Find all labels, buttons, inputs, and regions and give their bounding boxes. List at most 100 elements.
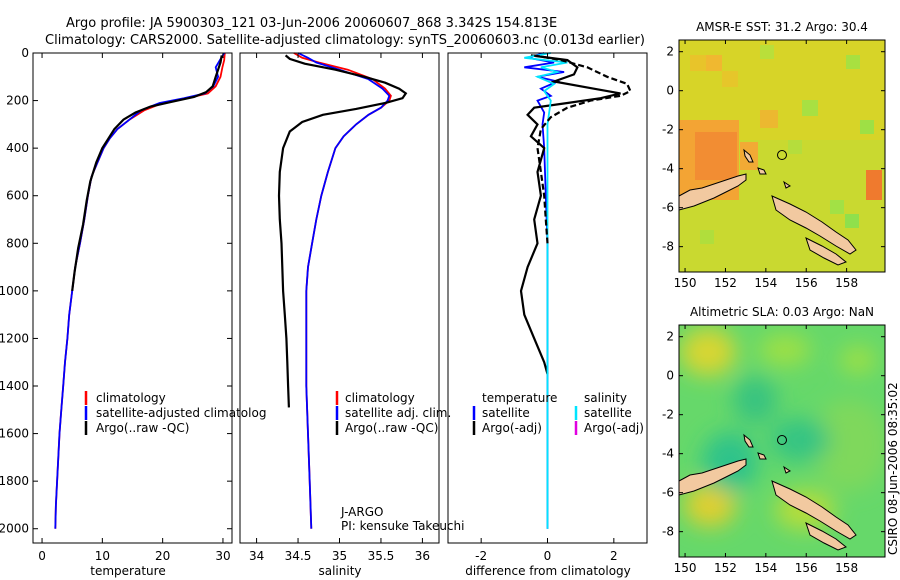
bougainville-land <box>771 195 857 255</box>
sla-coastlines <box>679 433 857 551</box>
island-outlines <box>743 148 791 189</box>
lon-tick-label: 158 <box>835 276 858 290</box>
lon-tick-label: 150 <box>674 276 697 290</box>
x-tick-label: 0 <box>544 549 552 563</box>
x-tick-label: -2 <box>475 549 487 563</box>
timestamp-stamp: CSIRO 08-Jun-2006 08:35:02 <box>886 382 900 555</box>
x-tick-label: 34.5 <box>285 549 312 563</box>
legend-label-climatology: climatology <box>96 391 166 405</box>
legend-label-satellite: satellite adj. clim. <box>345 406 451 420</box>
lat-tick-label: -4 <box>662 162 674 176</box>
y-tick-label: 200 <box>6 94 29 108</box>
lon-tick-label: 156 <box>795 561 818 575</box>
lon-tick-label: 150 <box>674 561 697 575</box>
temperature-series-line <box>54 52 225 529</box>
sla-lat-ticks: 2 0 -2 -4 -6 -8 <box>662 330 885 539</box>
sst-map-panel: AMSR-E SST: 31.2 Argo: 30.4 <box>662 20 886 290</box>
temperature-x-ticks: 0 10 20 30 <box>38 53 231 563</box>
legend-label-satellite: satellite-adjusted climatolog <box>96 406 266 420</box>
salinity-x-ticks: 34 34.5 35 35.5 36 <box>249 53 430 563</box>
figure-title-line2: Climatology: CARS2000. Satellite-adjuste… <box>45 33 645 48</box>
salinity-xlabel: salinity <box>318 564 361 578</box>
lon-tick-label: 154 <box>754 276 777 290</box>
difference-series-line <box>519 54 621 375</box>
sst-map-frame <box>678 39 886 273</box>
lon-tick-label: 154 <box>754 561 777 575</box>
solomon-land <box>805 237 847 266</box>
lat-tick-label: 0 <box>666 369 674 383</box>
legend-label-sal-satellite: satellite <box>584 406 632 420</box>
legend-label-sal-argo: Argo(-adj) <box>584 421 644 435</box>
lat-tick-label: -2 <box>662 408 674 422</box>
lat-tick-label: -2 <box>662 123 674 137</box>
difference-x-ticks: -2 0 2 <box>475 53 618 563</box>
solomon-land <box>805 522 847 551</box>
x-tick-label: 2 <box>610 549 618 563</box>
island-outlines <box>743 433 791 474</box>
salinity-panel: 34 34.5 35 35.5 36 salinity climatology sate… <box>239 52 464 578</box>
lon-tick-label: 156 <box>795 276 818 290</box>
legend-label-temp-argo: Argo(-adj) <box>482 421 542 435</box>
sla-map-title: Altimetric SLA: 0.03 Argo: NaN <box>690 305 874 319</box>
sst-field <box>679 40 885 272</box>
temperature-series <box>54 52 226 529</box>
x-tick-label: 30 <box>215 549 230 563</box>
y-tick-label: 1000 <box>0 284 29 298</box>
y-tick-label: 1200 <box>0 331 29 345</box>
lat-tick-label: 2 <box>666 45 674 59</box>
lon-tick-label: 158 <box>835 561 858 575</box>
legend-label-argo: Argo(..raw -QC) <box>96 421 189 435</box>
legend-heading-salinity: salinity <box>584 391 627 405</box>
difference-legend: temperature satellite Argo(-adj) salinit… <box>472 391 644 435</box>
y-tick-label: 0 <box>21 46 29 60</box>
temperature-legend: climatology satellite-adjusted climatolo… <box>84 391 266 435</box>
lon-tick-label: 152 <box>714 276 737 290</box>
new-guinea-land <box>679 458 747 496</box>
sst-lon-ticks: 150 152 154 156 158 <box>674 40 858 290</box>
y-tick-label: 600 <box>6 189 29 203</box>
sst-coastlines <box>679 148 857 266</box>
argo-location-marker <box>777 435 787 446</box>
pi-label: PI: kensuke Takeuchi <box>341 519 464 533</box>
x-tick-label: 35 <box>332 549 347 563</box>
temperature-series-line <box>54 52 226 529</box>
sla-map-frame <box>678 324 886 558</box>
sla-lon-ticks: 150 152 154 156 158 <box>674 325 858 575</box>
legend-heading-temperature: temperature <box>482 391 557 405</box>
depth-y-ticks: 0 200 400 600 800 1000 1200 1400 1600 1800 2000 <box>0 46 232 536</box>
lat-tick-label: -8 <box>662 240 674 254</box>
salinity-series-line <box>297 52 391 529</box>
temperature-panel: 0 10 20 30 0 200 400 600 800 1000 1200 1400 1600 180… <box>0 46 266 578</box>
difference-series <box>519 52 632 529</box>
y-tick-label: 800 <box>6 236 29 250</box>
difference-xlabel: difference from climatology <box>465 564 631 578</box>
legend-label-argo: Argo(..raw -QC) <box>345 421 438 435</box>
x-tick-label: 10 <box>95 549 110 563</box>
y-tick-label: 400 <box>6 141 29 155</box>
difference-series-line <box>524 52 568 529</box>
sla-map-panel: Altimetric SLA: 0.03 Argo: NaN 150 15 <box>662 305 886 575</box>
lat-tick-label: -6 <box>662 201 674 215</box>
y-tick-label: 2000 <box>0 522 29 536</box>
temperature-xlabel: temperature <box>90 564 165 578</box>
figure-title-line1: Argo profile: JA 5900303_121 03-Jun-2006… <box>66 16 557 31</box>
y-tick-label: 1400 <box>0 379 29 393</box>
sst-map-title: AMSR-E SST: 31.2 Argo: 30.4 <box>696 20 868 34</box>
temperature-series-line <box>71 55 223 292</box>
lat-tick-label: -6 <box>662 486 674 500</box>
lat-tick-label: -8 <box>662 525 674 539</box>
x-tick-label: 35.5 <box>368 549 395 563</box>
lat-tick-label: 2 <box>666 330 674 344</box>
legend-label-temp-satellite: satellite <box>482 406 530 420</box>
difference-series-line <box>534 54 632 244</box>
sst-lat-ticks: 2 0 -2 -4 -6 -8 <box>662 45 885 254</box>
temperature-axes-frame <box>32 52 233 544</box>
argo-location-marker <box>777 150 787 161</box>
bougainville-land <box>771 480 857 540</box>
salinity-series <box>277 52 408 529</box>
lon-tick-label: 152 <box>714 561 737 575</box>
lat-tick-label: -4 <box>662 447 674 461</box>
y-tick-label: 1600 <box>0 427 29 441</box>
lat-tick-label: 0 <box>666 84 674 98</box>
